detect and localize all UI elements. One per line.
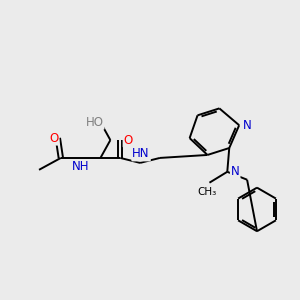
Text: HO: HO: [85, 116, 103, 129]
Text: HN: HN: [132, 148, 150, 160]
Text: O: O: [49, 132, 58, 145]
Text: NH: NH: [72, 160, 89, 173]
Text: N: N: [243, 119, 251, 132]
Text: CH₃: CH₃: [198, 187, 217, 196]
Text: O: O: [124, 134, 133, 147]
Text: N: N: [231, 165, 240, 178]
